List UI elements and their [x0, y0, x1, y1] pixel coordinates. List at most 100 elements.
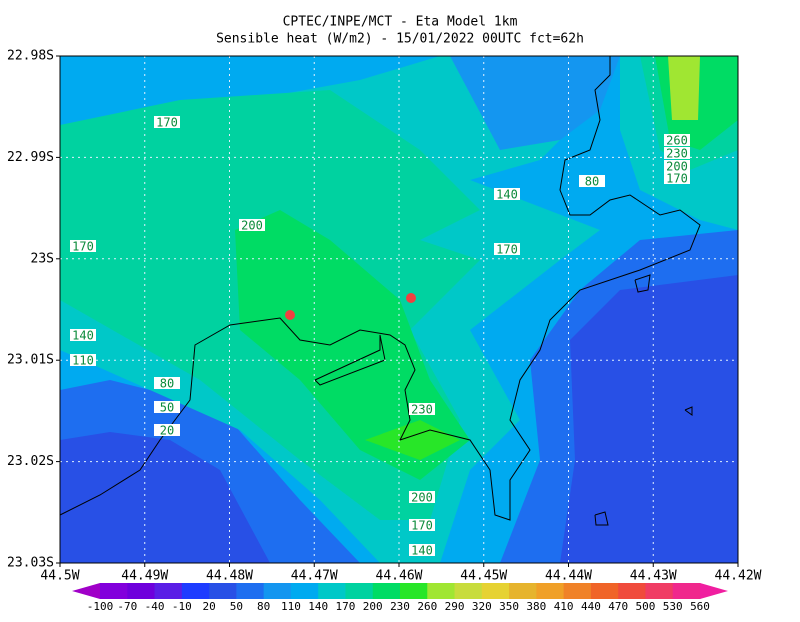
colorbar-label: 50 — [230, 600, 243, 613]
colorbar-label: -100 — [87, 600, 114, 613]
colorbar-label: 440 — [581, 600, 601, 613]
colorbar-box — [590, 583, 619, 599]
colorbar-box — [672, 583, 701, 599]
subtitle: Sensible heat (W/m2) - 15/01/2022 00UTC … — [216, 32, 584, 47]
colorbar-box — [454, 583, 483, 599]
colorbar-label: 140 — [308, 600, 328, 613]
contour-label: 200 — [239, 219, 265, 233]
contour-label-box — [70, 240, 96, 252]
contour-label: 80 — [579, 175, 605, 189]
x-tick-label: 44.5W — [40, 569, 79, 584]
colorbar-end — [700, 583, 728, 599]
contour-label-box — [409, 403, 435, 415]
contour-label-text: 230 — [411, 403, 433, 417]
contour-label: 230 — [409, 403, 435, 417]
colorbar-label: 350 — [499, 600, 519, 613]
contour-label-box — [579, 175, 605, 187]
contour-label-text: 170 — [496, 243, 518, 257]
colorbar-box — [400, 583, 428, 599]
colorbar-label: 380 — [526, 600, 546, 613]
colorbar-box — [345, 583, 374, 599]
contour-label-text: 260 — [666, 134, 688, 148]
contour-label-box — [664, 134, 690, 146]
contour-label: 170 — [409, 519, 435, 533]
contour-label-text: 170 — [666, 172, 688, 186]
contour-label-text: 200 — [666, 160, 688, 174]
colorbar-box — [100, 583, 128, 599]
colorbar-end — [72, 583, 100, 599]
colorbar-box — [209, 583, 237, 599]
title: CPTEC/INPE/MCT - Eta Model 1km — [283, 15, 518, 30]
contour-label: 170 — [664, 172, 690, 186]
colorbar-label: 470 — [608, 600, 628, 613]
contour-label-text: 80 — [585, 175, 599, 189]
contour-label: 140 — [494, 188, 520, 202]
contour-label: 140 — [70, 329, 96, 343]
contour-label-text: 200 — [411, 491, 433, 505]
x-tick-label: 44.47W — [291, 569, 338, 584]
x-tick-label: 44.45W — [460, 569, 507, 584]
colorbar-box — [318, 583, 346, 599]
coastline — [59, 56, 701, 526]
contour-label: 50 — [154, 401, 180, 415]
contour-label: 170 — [154, 116, 180, 130]
colorbar-box — [536, 583, 565, 599]
contour-label-box — [70, 354, 96, 366]
colorbar-box — [263, 583, 292, 599]
colorbar-box — [481, 583, 510, 599]
colorbar-label: 530 — [663, 600, 683, 613]
x-tick-label: 44.46W — [376, 569, 423, 584]
contour-label-text: 200 — [241, 219, 263, 233]
colorbar-label: 500 — [636, 600, 656, 613]
y-tick-label: 23.01S — [7, 353, 54, 368]
site-marker — [406, 293, 416, 303]
contour-label: 230 — [664, 147, 690, 161]
contour-label-text: 20 — [160, 424, 174, 438]
colorbar-label: 260 — [417, 600, 437, 613]
colorbar-label: -40 — [145, 600, 165, 613]
contour-label: 170 — [70, 240, 96, 254]
contour-label: 80 — [154, 377, 180, 391]
contour-label-box — [239, 219, 265, 231]
contour-label-box — [154, 377, 180, 389]
colorbar-label: -10 — [172, 600, 192, 613]
colorbar-label: 110 — [281, 600, 301, 613]
colorbar-box — [127, 583, 156, 599]
colorbar-box — [181, 583, 210, 599]
colorbar-box — [645, 583, 674, 599]
contour-label-box — [154, 401, 180, 413]
y-tick-label: 22.99S — [7, 150, 54, 165]
contour-label-box — [154, 424, 180, 436]
colorbar-box — [290, 583, 319, 599]
contour-label-box — [664, 147, 690, 159]
colorbar-label: 410 — [554, 600, 574, 613]
contour-label: 200 — [409, 491, 435, 505]
x-tick-label: 44.43W — [630, 569, 677, 584]
colorbar-label: 320 — [472, 600, 492, 613]
contour-label-box — [70, 329, 96, 341]
contour-label-box — [409, 544, 435, 556]
colorbar-box — [618, 583, 646, 599]
colorbar-label: 170 — [336, 600, 356, 613]
colorbar-box — [372, 583, 401, 599]
contour-label: 170 — [494, 243, 520, 257]
contour-label-box — [494, 243, 520, 255]
colorbar-box — [154, 583, 183, 599]
y-tick-label: 23.02S — [7, 454, 54, 469]
colorbar-box — [509, 583, 537, 599]
x-tick-label: 44.44W — [545, 569, 592, 584]
colorbar-label: 560 — [690, 600, 710, 613]
contour-label: 140 — [409, 544, 435, 558]
contour-label-text: 110 — [72, 354, 94, 368]
colorbar-box — [236, 583, 265, 599]
y-tick-label: 22.98S — [7, 49, 54, 64]
contour-label-text: 80 — [160, 377, 174, 391]
x-tick-label: 44.49W — [121, 569, 168, 584]
colorbar-box — [427, 583, 456, 599]
colorbar-label: 230 — [390, 600, 410, 613]
contour-label-text: 170 — [72, 240, 94, 254]
contour-label-text: 170 — [156, 116, 178, 130]
contour-label-box — [664, 172, 690, 184]
colorbar-label: 20 — [202, 600, 215, 613]
